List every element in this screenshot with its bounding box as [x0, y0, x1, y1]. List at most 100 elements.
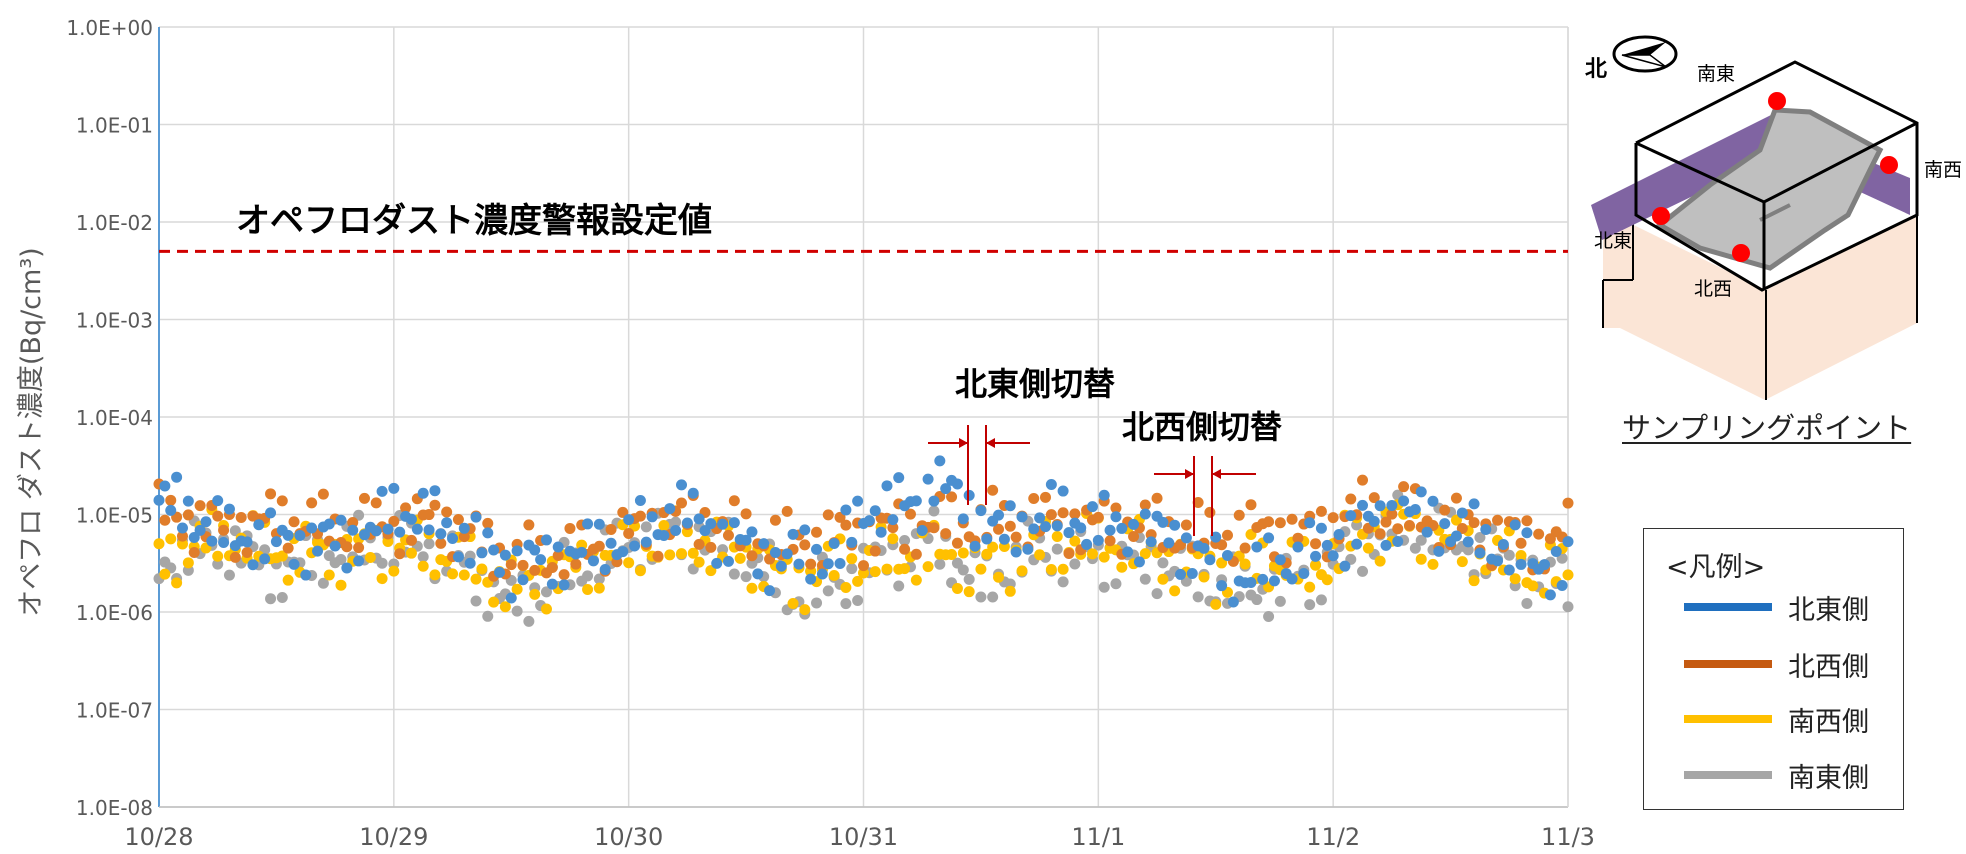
data-point [364, 551, 376, 563]
data-point [582, 570, 594, 582]
data-point [1544, 589, 1556, 601]
data-point [1010, 546, 1022, 558]
data-point [787, 597, 799, 609]
data-point [1198, 571, 1210, 583]
data-point [1380, 539, 1392, 551]
data-point [1515, 550, 1527, 562]
data-point [265, 593, 277, 605]
data-point [1521, 515, 1533, 527]
data-point [957, 547, 969, 559]
data-point [1221, 529, 1233, 541]
data-point [869, 505, 881, 517]
data-point [212, 510, 224, 522]
data-point [1063, 527, 1075, 539]
data-point [176, 530, 188, 542]
data-point [546, 578, 558, 590]
data-point [1045, 509, 1057, 521]
legend-swatch-southwest [1684, 715, 1772, 723]
data-point [1139, 573, 1151, 585]
data-point [599, 564, 611, 576]
data-point [288, 558, 300, 570]
data-point [993, 523, 1005, 535]
legend-label-southwest: 南西側 [1788, 706, 1869, 738]
data-point [910, 495, 922, 507]
data-point [746, 550, 758, 562]
grid-lines [158, 26, 1569, 808]
data-point [1562, 497, 1574, 509]
data-point [288, 516, 300, 528]
data-point [476, 547, 488, 559]
data-point [1468, 517, 1480, 529]
data-point [511, 605, 523, 617]
data-point [341, 562, 353, 574]
data-point [1357, 474, 1369, 486]
data-point [546, 562, 558, 574]
data-point [1204, 506, 1216, 518]
data-point [1251, 541, 1263, 553]
data-point [1069, 558, 1081, 570]
data-point [276, 495, 288, 507]
data-point [476, 563, 488, 575]
data-point [1039, 491, 1051, 503]
data-point [940, 483, 952, 495]
data-point [1304, 581, 1316, 593]
data-point [1034, 549, 1046, 561]
data-point [1521, 597, 1533, 609]
data-point [1057, 507, 1069, 519]
data-point [335, 514, 347, 526]
data-point [805, 573, 817, 585]
data-point [593, 582, 605, 594]
x-tick-label: 11/1 [1071, 823, 1125, 851]
data-point [1368, 515, 1380, 527]
data-point [335, 553, 347, 565]
data-point [1016, 511, 1028, 523]
data-point [740, 508, 752, 520]
data-point [394, 526, 406, 538]
data-point [188, 547, 200, 559]
data-point [1339, 560, 1351, 572]
data-point [1315, 594, 1327, 606]
data-point [405, 547, 417, 559]
data-point [987, 591, 999, 603]
data-point [1098, 551, 1110, 563]
data-point [887, 514, 899, 526]
data-point [341, 541, 353, 553]
data-point [934, 455, 946, 467]
data-point [840, 598, 852, 610]
data-point [1057, 485, 1069, 497]
data-point [822, 585, 834, 597]
data-point [1098, 581, 1110, 593]
data-point [382, 536, 394, 548]
data-point [335, 579, 347, 591]
y-tick-label: 1.0E-08 [76, 796, 153, 820]
legend-label-southeast: 南東側 [1788, 762, 1869, 794]
data-point [951, 537, 963, 549]
data-point [922, 473, 934, 485]
data-point [987, 484, 999, 496]
data-point [376, 485, 388, 497]
data-point [376, 557, 388, 569]
data-point [828, 570, 840, 582]
data-point [634, 565, 646, 577]
data-point [922, 561, 934, 573]
data-point [570, 558, 582, 570]
data-point [511, 545, 523, 557]
data-point [464, 557, 476, 569]
sampling-point-southeast [1768, 92, 1786, 110]
data-point [640, 536, 652, 548]
legend-swatch-northwest [1684, 660, 1772, 668]
data-point [176, 522, 188, 534]
data-point [159, 568, 171, 580]
data-point [875, 526, 887, 538]
data-point [1010, 531, 1022, 543]
data-point [658, 520, 670, 532]
data-point [1357, 499, 1369, 511]
data-point [558, 569, 570, 581]
data-point [975, 505, 987, 517]
data-point [1392, 523, 1404, 535]
data-point [834, 511, 846, 523]
data-point [1057, 563, 1069, 575]
data-point [1374, 555, 1386, 567]
data-point [629, 540, 641, 552]
data-point [1057, 576, 1069, 588]
